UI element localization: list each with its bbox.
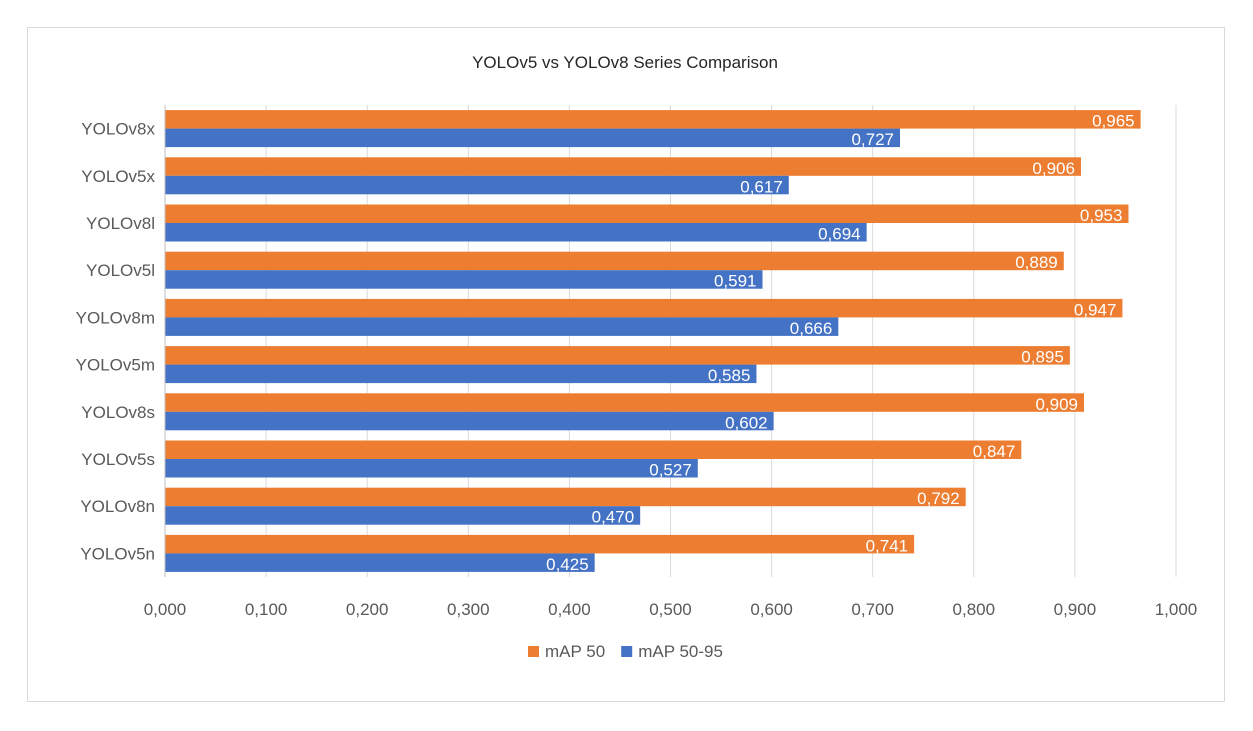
- category-label: YOLOv8s: [81, 403, 155, 422]
- data-label: 0,906: [1032, 159, 1075, 178]
- data-label: 0,895: [1021, 348, 1064, 367]
- data-label: 0,792: [917, 489, 960, 508]
- x-tick-label: 0,200: [346, 600, 389, 619]
- bar-layer: [165, 110, 1141, 572]
- category-label: YOLOv8m: [76, 308, 155, 327]
- x-tick-label: 0,100: [245, 600, 288, 619]
- category-label: YOLOv5l: [86, 261, 155, 280]
- bar-map50-95: [165, 128, 900, 148]
- bar-map50: [165, 204, 1129, 223]
- bar-map50: [165, 534, 915, 554]
- x-tick-label: 0,700: [851, 600, 894, 619]
- bar-map50-95: [165, 553, 595, 572]
- category-label: YOLOv8n: [80, 497, 155, 516]
- legend-swatch-map50-95: [621, 646, 633, 657]
- data-label: 0,947: [1074, 300, 1117, 319]
- bar-map50: [165, 487, 966, 507]
- data-label: 0,909: [1035, 395, 1078, 414]
- data-label: 0,953: [1080, 206, 1123, 225]
- data-label: 0,425: [546, 555, 589, 574]
- x-tick-label: 0,900: [1054, 600, 1097, 619]
- chart-frame: YOLOv5 vs YOLOv8 Series Comparison 0,965…: [27, 27, 1225, 702]
- legend-swatch-map50: [528, 646, 539, 657]
- category-label: YOLOv8l: [86, 214, 155, 233]
- legend: mAP 50 mAP 50-95: [528, 642, 723, 661]
- x-tick-label: 0,000: [144, 600, 187, 619]
- data-label: 0,694: [818, 225, 861, 244]
- legend-label-map50-95: mAP 50-95: [638, 642, 723, 661]
- bar-map50: [165, 110, 1141, 129]
- category-label: YOLOv8x: [81, 120, 155, 139]
- bar-map50: [165, 346, 1070, 365]
- bar-map50-95: [165, 270, 763, 289]
- x-tick-label: 1,000: [1155, 600, 1198, 619]
- chart-svg: YOLOv5 vs YOLOv8 Series Comparison 0,965…: [76, 53, 1198, 661]
- bar-map50: [165, 440, 1022, 459]
- bar-map50-95: [165, 223, 867, 242]
- chart-title: YOLOv5 vs YOLOv8 Series Comparison: [472, 53, 778, 72]
- category-label: YOLOv5s: [81, 450, 155, 469]
- bar-map50: [165, 393, 1084, 412]
- bar-map50: [165, 251, 1064, 271]
- x-tick-label: 0,400: [548, 600, 591, 619]
- bar-map50-95: [165, 459, 698, 478]
- data-label: 0,847: [973, 442, 1016, 461]
- data-label: 0,741: [866, 536, 909, 555]
- bar-map50-95: [165, 317, 839, 336]
- data-label: 0,666: [790, 319, 833, 338]
- x-tick-label: 0,300: [447, 600, 490, 619]
- bar-map50-95: [165, 506, 641, 525]
- x-tick-label: 0,600: [750, 600, 793, 619]
- data-label: 0,602: [725, 413, 768, 432]
- label-layer: 0,965 0,727 0,906 0,617 0,953 0,694 0,889 0,591…: [546, 112, 1134, 574]
- data-label: 0,727: [851, 130, 894, 149]
- data-label: 0,965: [1092, 112, 1135, 131]
- data-label: 0,617: [740, 177, 783, 196]
- x-tick-label: 0,800: [953, 600, 996, 619]
- legend-label-map50: mAP 50: [545, 642, 605, 661]
- data-label: 0,527: [649, 461, 692, 480]
- bar-map50-95: [165, 175, 789, 195]
- data-label: 0,591: [714, 272, 757, 291]
- axis-layer: 0,000 0,100 0,200 0,300 0,400 0,500 0,600 0,700…: [76, 105, 1198, 619]
- bar-map50: [165, 298, 1123, 318]
- x-tick-label: 0,500: [649, 600, 692, 619]
- bar-map50: [165, 157, 1081, 176]
- bar-map50-95: [165, 364, 757, 384]
- bar-map50-95: [165, 411, 774, 431]
- category-label: YOLOv5m: [76, 356, 155, 375]
- category-label: YOLOv5x: [81, 167, 155, 186]
- data-label: 0,889: [1015, 253, 1058, 272]
- data-label: 0,585: [708, 366, 751, 385]
- category-label: YOLOv5n: [80, 544, 155, 563]
- data-label: 0,470: [592, 508, 635, 527]
